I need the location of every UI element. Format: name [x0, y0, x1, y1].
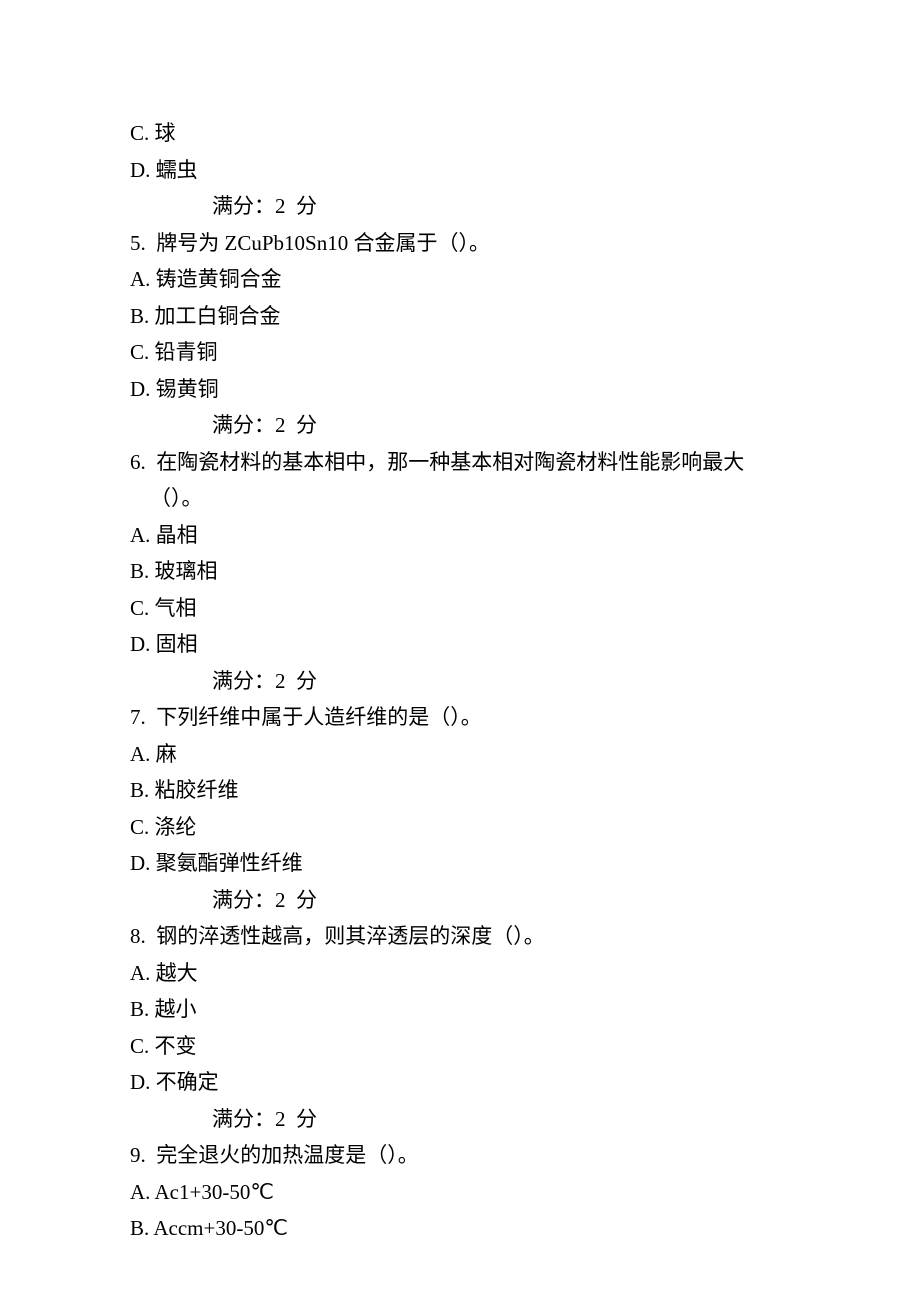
- text-line: 满分：2 分: [130, 882, 790, 919]
- text-line: C. 铅青铜: [130, 334, 790, 371]
- text-line: 6. 在陶瓷材料的基本相中，那一种基本相对陶瓷材料性能影响最大: [130, 444, 790, 481]
- text-line: D. 聚氨酯弹性纤维: [130, 845, 790, 882]
- text-line: 7. 下列纤维中属于人造纤维的是（）。: [130, 699, 790, 736]
- text-line: B. 玻璃相: [130, 553, 790, 590]
- text-line: 满分：2 分: [130, 407, 790, 444]
- text-line: A. 越大: [130, 955, 790, 992]
- text-line: 5. 牌号为 ZCuPb10Sn10 合金属于（）。: [130, 225, 790, 262]
- text-line: A. 铸造黄铜合金: [130, 261, 790, 298]
- text-line: A. 麻: [130, 736, 790, 773]
- text-line: 满分：2 分: [130, 1101, 790, 1138]
- text-line: C. 气相: [130, 590, 790, 627]
- text-line: C. 球: [130, 115, 790, 152]
- text-line: 9. 完全退火的加热温度是（）。: [130, 1137, 790, 1174]
- text-line: B. 粘胶纤维: [130, 772, 790, 809]
- text-line: B. 加工白铜合金: [130, 298, 790, 335]
- text-line: D. 不确定: [130, 1064, 790, 1101]
- text-line: C. 不变: [130, 1028, 790, 1065]
- text-line: 8. 钢的淬透性越高，则其淬透层的深度（）。: [130, 918, 790, 955]
- text-line: D. 蠕虫: [130, 152, 790, 189]
- text-line: 满分：2 分: [130, 188, 790, 225]
- text-line: 满分：2 分: [130, 663, 790, 700]
- text-line: B. 越小: [130, 991, 790, 1028]
- text-line: A. 晶相: [130, 517, 790, 554]
- text-line: D. 固相: [130, 626, 790, 663]
- text-line: B. Accm+30-50℃: [130, 1210, 790, 1247]
- text-line: （）。: [130, 480, 790, 517]
- text-line: A. Ac1+30-50℃: [130, 1174, 790, 1211]
- document-page: C. 球D. 蠕虫满分：2 分5. 牌号为 ZCuPb10Sn10 合金属于（）…: [130, 115, 790, 1247]
- text-line: D. 锡黄铜: [130, 371, 790, 408]
- text-line: C. 涤纶: [130, 809, 790, 846]
